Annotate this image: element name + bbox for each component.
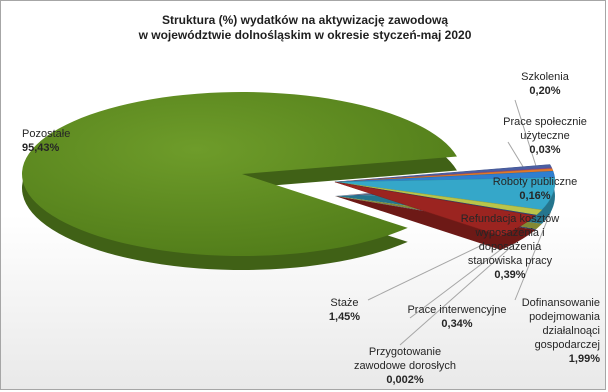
label-prace-spoleczne: Prace społecznie użyteczne 0,03%: [495, 115, 595, 157]
label-dofinansowanie-value: 1,99%: [568, 353, 600, 365]
label-prace-spoleczne-value: 0,03%: [529, 144, 561, 156]
label-szkolenia-value: 0,20%: [529, 85, 561, 97]
slice-side-staze: [334, 195, 536, 250]
label-dofinansowanie-name-2: podejmowania: [529, 311, 600, 323]
label-roboty: Roboty publiczne 0,16%: [480, 175, 590, 203]
slice-pozostale: [21, 91, 457, 256]
label-szkolenia-name: Szkolenia: [521, 71, 569, 83]
label-szkolenia: Szkolenia 0,20%: [505, 70, 585, 98]
label-roboty-name: Roboty publiczne: [492, 176, 578, 188]
label-pozostale: Pozostałe 95,43%: [22, 127, 70, 155]
label-prace-spoleczne-name-1: Prace społecznie: [503, 116, 587, 128]
chart-title-line-1: Struktura (%) wydatków na aktywizację za…: [161, 13, 449, 27]
pie-slices: [21, 91, 556, 256]
label-dofinansowanie-name-4: gospodarczej: [534, 339, 600, 351]
label-przygotowanie-name-2: zawodowe dorosłych: [353, 360, 457, 372]
label-refundacja-name-4: stanowiska pracy: [467, 255, 553, 267]
chart-title: Struktura (%) wydatków na aktywizację za…: [61, 13, 549, 43]
label-refundacja-name-3: doposażenia: [478, 241, 542, 253]
label-refundacja: Refundacja kosztów wyposażenia i doposaż…: [455, 212, 565, 282]
label-refundacja-value: 0,39%: [494, 269, 526, 281]
label-prace-interwencyjne-value: 0,34%: [441, 318, 473, 330]
label-prace-interwencyjne: Prace interwencyjne 0,34%: [402, 303, 512, 331]
label-prace-interwencyjne-name: Prace interwencyjne: [407, 304, 507, 316]
label-staze: Staże 1,45%: [322, 296, 367, 324]
chart-title-line-2: w województwie dolnośląskim w okresie st…: [138, 28, 472, 42]
label-przygotowanie: Przygotowanie zawodowe dorosłych 0,002%: [345, 345, 465, 387]
label-dofinansowanie-name-3: działalnoąci: [542, 325, 600, 337]
label-staze-value: 1,45%: [328, 311, 361, 323]
label-pozostale-value: 95,43%: [22, 142, 60, 154]
label-dofinansowanie: Dofinansowanie podejmowania działalnoąci…: [500, 296, 600, 366]
slice-staze: [334, 181, 536, 237]
label-prace-spoleczne-name-2: użyteczne: [520, 130, 570, 142]
leader-line-dofinansowanie: [514, 211, 552, 301]
label-pozostale-name: Pozostałe: [22, 128, 71, 140]
label-staze-name: Staże: [330, 297, 359, 309]
label-roboty-value: 0,16%: [519, 190, 551, 202]
label-dofinansowanie-name-1: Dofinansowanie: [521, 297, 600, 309]
label-refundacja-name-2: wyposażenia i: [475, 227, 545, 239]
label-refundacja-name-1: Refundacja kosztów: [460, 213, 560, 225]
label-przygotowanie-name-1: Przygotowanie: [368, 346, 442, 358]
label-przygotowanie-value: 0,002%: [386, 374, 424, 386]
